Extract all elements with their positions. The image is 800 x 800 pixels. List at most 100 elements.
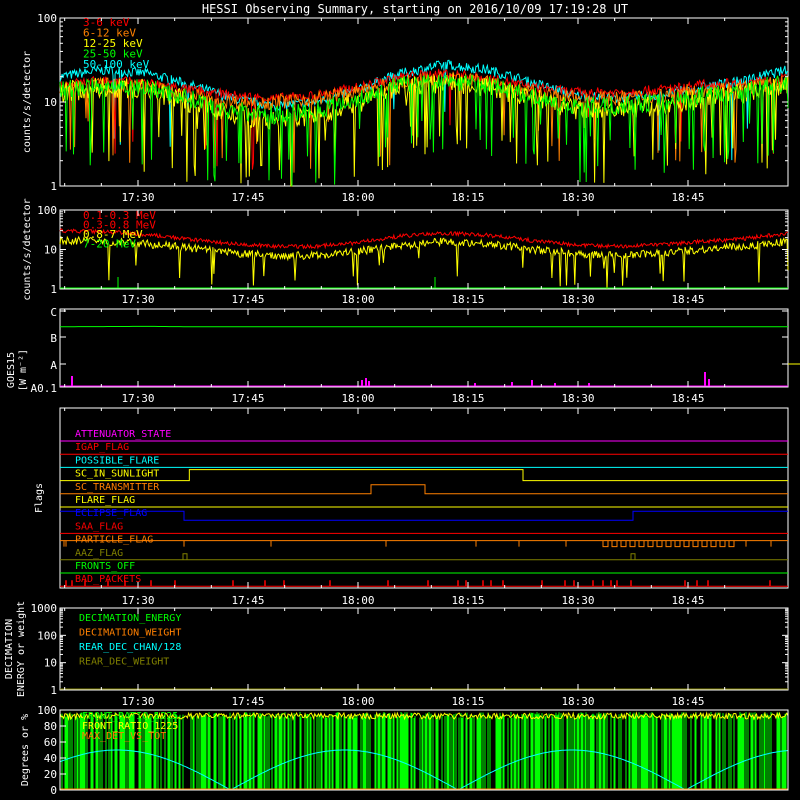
y-tick-label: 20: [44, 768, 57, 781]
panel-frame: [59, 308, 789, 388]
x-tick-label: 17:30: [121, 695, 154, 708]
flag-row: FLARE_FLAG: [60, 495, 788, 508]
y-tick-label: 100: [37, 704, 57, 717]
panel-flags: ATTENUATOR_STATE IGAP_FLAG POSSIBLE_FLARE S…: [34, 407, 789, 607]
legend-label: 12-25 keV: [83, 37, 143, 50]
legend-label: REAR_DEC_WEIGHT: [79, 657, 169, 668]
flag-row: AAZ_FLAG: [60, 548, 788, 561]
flag-pulses: [65, 580, 771, 587]
flag-label: ECLIPSE_FLAG: [75, 508, 147, 519]
flag-label: FLARE_FLAG: [75, 495, 135, 506]
y-tick-label: 1: [50, 283, 57, 296]
flag-row: SAA_FLAG: [60, 521, 788, 534]
panel-frame: [59, 407, 789, 589]
flag-label: SC_IN_SUNLIGHT: [75, 469, 159, 480]
x-tick-label: 18:00: [341, 695, 374, 708]
flag-line: [60, 510, 788, 521]
y-axis-label: DECIMATION: [4, 619, 15, 679]
y-tick-label: A: [50, 359, 57, 372]
flag-label: SC_TRANSMITTER: [75, 482, 160, 493]
legend-label: DECIMATION_ENERGY: [79, 613, 181, 624]
pointing-angle-line: [59, 749, 789, 791]
x-tick-label: 17:45: [231, 392, 264, 405]
x-tick-label: 17:45: [231, 191, 264, 204]
y-axis-label: counts/s/detector: [22, 51, 33, 153]
y-tick-label: A0.1: [31, 382, 58, 395]
x-tick-label: 18:15: [451, 191, 484, 204]
flag-row: IGAP_FLAG: [60, 442, 788, 455]
y-axis-label-2: ENERGY or weight: [16, 601, 27, 697]
series-line-3-6-kev: [59, 68, 789, 170]
x-tick-label: 17:30: [121, 594, 154, 607]
flag-label: AAZ_FLAG: [75, 548, 123, 559]
y-tick-label: 10: [44, 657, 57, 670]
x-tick-label: 17:30: [121, 392, 154, 405]
legend-label: 3-6 keV: [83, 16, 130, 29]
legend-label: FRONT_RATIO_1225: [82, 721, 178, 732]
flag-row: ECLIPSE_FLAG: [60, 508, 788, 521]
legend-label: 0.8-7 MeV: [83, 228, 143, 241]
y-tick-label: 60: [44, 736, 57, 749]
flag-pulses: [63, 540, 772, 548]
legend-label: REAR_DEC_CHAN/128: [79, 642, 181, 653]
flag-label: IGAP_FLAG: [75, 442, 129, 453]
x-tick-label: 17:30: [121, 293, 154, 306]
x-tick-label: 18:45: [671, 191, 704, 204]
y-tick-label: 0: [50, 784, 57, 797]
y-tick-label: 1: [50, 684, 57, 697]
legend-label: DECIMATION_WEIGHT: [79, 628, 181, 639]
legend-label: 6-12 keV: [83, 27, 136, 40]
series-line-25-50-kev: [59, 74, 789, 187]
series-line-0.8-7-mev: [59, 235, 789, 290]
y-axis-label: GOES15: [6, 352, 17, 388]
x-tick-label: 18:30: [561, 594, 594, 607]
panel-decimation: 1 10 100 1000 DECIMATION_ENERGY DECIMATION_WE…: [4, 601, 789, 708]
legend-label: 7-20 MeV: [83, 238, 136, 251]
x-tick-label: 18:30: [561, 392, 594, 405]
y-tick-label: B: [50, 332, 57, 345]
flag-row: POSSIBLE_FLARE: [60, 455, 788, 468]
flag-row: ATTENUATOR_STATE: [60, 429, 788, 442]
y-tick-label: 10: [44, 96, 57, 109]
legend-label: 25-50 keV: [83, 48, 143, 61]
flag-row: PARTICLE_FLAG: [60, 535, 788, 548]
flag-label: BAD_PACKETS: [75, 574, 141, 585]
y-tick-label: C: [50, 306, 57, 319]
y-tick-label: 1000: [31, 602, 58, 615]
x-tick-label: 17:45: [231, 594, 264, 607]
x-tick-label: 17:45: [231, 293, 264, 306]
x-tick-label: 18:15: [451, 392, 484, 405]
flag-row: FRONTS_OFF: [60, 561, 788, 574]
y-axis-label: counts/s/detector: [22, 198, 33, 300]
y-axis-label: Flags: [34, 483, 45, 513]
x-tick-label: 17:30: [121, 191, 154, 204]
x-tick-label: 18:00: [341, 191, 374, 204]
legend-label: 50-100 keV: [83, 58, 150, 71]
panel-pointing: 0 20 40 60 80 100 FRONT_RATIO_1225FRONT_RATIO_…: [20, 704, 789, 797]
x-tick-label: 18:45: [671, 594, 704, 607]
legend-label: MAX_DET_VS_TOT: [82, 731, 166, 742]
y-tick-label: 1: [50, 180, 57, 193]
series-line-0.1-0.3-mev: [59, 228, 789, 250]
y-tick-label: 100: [37, 629, 57, 642]
plot-title: HESSI Observing Summary, starting on 201…: [202, 2, 628, 16]
x-tick-label: 18:00: [341, 392, 374, 405]
flag-line: [60, 469, 788, 482]
flag-row: BAD_PACKETS: [60, 574, 788, 587]
flag-label: SAA_FLAG: [75, 521, 123, 532]
x-tick-label: 17:45: [231, 695, 264, 708]
x-tick-label: 18:45: [671, 695, 704, 708]
flag-pulses: [182, 553, 636, 560]
flag-row: SC_TRANSMITTER: [60, 482, 788, 495]
y-axis-units: [W m⁻²]: [18, 349, 29, 391]
x-tick-label: 18:30: [561, 191, 594, 204]
x-tick-label: 18:15: [451, 695, 484, 708]
y-tick-label: 80: [44, 720, 57, 733]
x-tick-label: 18:00: [341, 594, 374, 607]
flag-row: SC_IN_SUNLIGHT: [60, 469, 788, 482]
x-tick-label: 18:45: [671, 293, 704, 306]
y-axis-label: Degrees or %: [20, 714, 31, 786]
y-tick-label: 10: [44, 244, 57, 257]
